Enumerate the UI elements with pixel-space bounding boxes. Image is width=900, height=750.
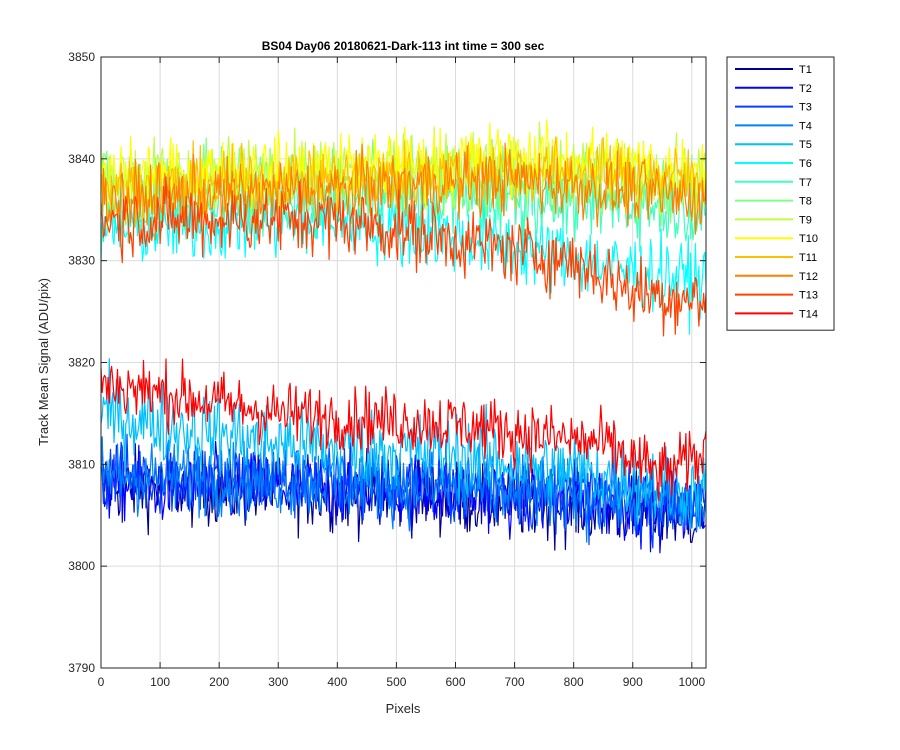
axis-ticks: 0 100 200 300 400 500 600 700 800 900 1000 3790 3800… bbox=[68, 50, 706, 689]
series-line-t14 bbox=[100, 358, 707, 502]
legend-label-t5: T5 bbox=[799, 139, 812, 151]
legend-label-t2: T2 bbox=[799, 83, 812, 95]
x-tick-label: 900 bbox=[623, 675, 643, 689]
legend-label-t3: T3 bbox=[799, 102, 812, 114]
x-tick-label: 200 bbox=[209, 675, 229, 689]
series-line-t3 bbox=[100, 433, 707, 549]
legend-label-t13: T13 bbox=[799, 290, 818, 302]
legend-label-t1: T1 bbox=[799, 64, 812, 76]
x-tick-label: 1000 bbox=[678, 675, 705, 689]
x-tick-label: 500 bbox=[386, 675, 406, 689]
series-line-t11 bbox=[100, 136, 707, 232]
legend-label-t8: T8 bbox=[799, 196, 812, 208]
x-tick-label: 600 bbox=[445, 675, 465, 689]
legend-label-t11: T11 bbox=[799, 252, 817, 264]
legend-box bbox=[726, 56, 835, 331]
series-line-t5 bbox=[100, 358, 707, 530]
y-axis-label: Track Mean Signal (ADU/pix) bbox=[36, 278, 51, 446]
legend-label-t12: T12 bbox=[799, 271, 818, 283]
y-tick-label: 3830 bbox=[68, 254, 95, 268]
series-layer bbox=[100, 119, 707, 554]
y-tick-label: 3840 bbox=[68, 152, 95, 166]
x-axis-label: Pixels bbox=[386, 701, 421, 716]
legend-label-t9: T9 bbox=[799, 214, 812, 226]
legend-label-t7: T7 bbox=[799, 177, 812, 189]
x-tick-label: 100 bbox=[150, 675, 170, 689]
legend-label-t10: T10 bbox=[799, 233, 818, 245]
y-tick-label: 3820 bbox=[68, 356, 95, 370]
x-tick-label: 400 bbox=[327, 675, 347, 689]
y-tick-label: 3790 bbox=[68, 661, 95, 675]
y-tick-label: 3850 bbox=[68, 50, 95, 64]
x-tick-label: 700 bbox=[505, 675, 525, 689]
chart-title: BS04 Day06 20180621-Dark-113 int time = … bbox=[262, 39, 545, 53]
series-line-t9 bbox=[100, 121, 707, 229]
x-tick-label: 800 bbox=[564, 675, 584, 689]
series-line-t4 bbox=[100, 436, 707, 543]
legend: T1 T2 T3 T4 T5 T6 T7 T8 T9 T10 T11 T12 T13 T14 bbox=[726, 56, 835, 331]
x-tick-label: 0 bbox=[98, 675, 105, 689]
y-tick-label: 3810 bbox=[68, 457, 95, 471]
series-line-t13 bbox=[100, 176, 707, 337]
x-tick-label: 300 bbox=[268, 675, 288, 689]
legend-label-t14: T14 bbox=[799, 308, 818, 320]
y-tick-label: 3800 bbox=[68, 559, 95, 573]
legend-label-t6: T6 bbox=[799, 158, 812, 170]
legend-label-t4: T4 bbox=[799, 120, 812, 132]
